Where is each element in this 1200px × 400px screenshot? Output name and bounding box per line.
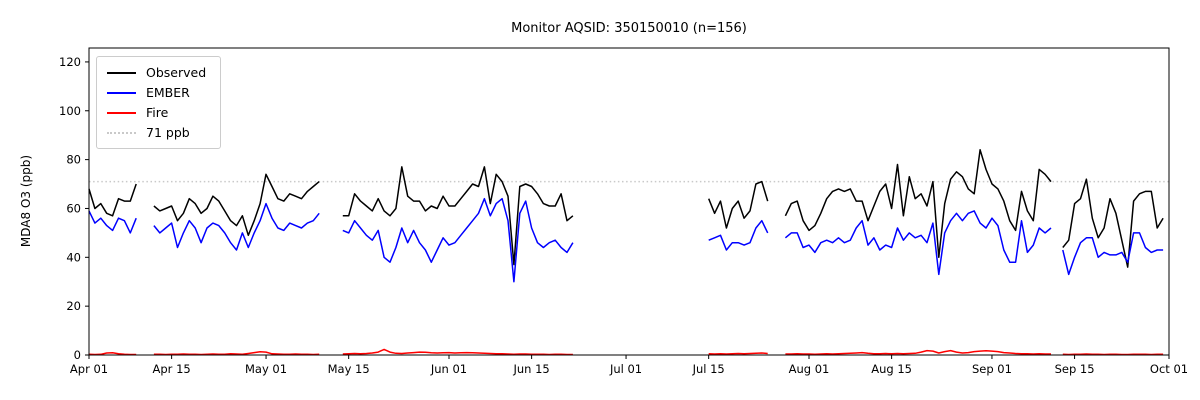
legend-line-sample bbox=[107, 131, 136, 134]
legend-line-sample bbox=[107, 71, 136, 74]
series-line-fire bbox=[88, 352, 137, 356]
x-tick-label: Jul 01 bbox=[609, 362, 642, 376]
series-line-fire bbox=[342, 348, 573, 356]
series-line-ember bbox=[1062, 232, 1164, 276]
legend: Observed EMBER Fire 71 ppb bbox=[96, 56, 222, 149]
chart-title: Monitor AQSID: 350150010 (n=156) bbox=[511, 21, 747, 36]
x-tick-label: May 01 bbox=[245, 362, 287, 376]
series-line-ember bbox=[708, 219, 769, 251]
legend-entry-observed: Observed bbox=[107, 65, 206, 80]
legend-label: Observed bbox=[146, 65, 207, 80]
x-tick-label: Oct 01 bbox=[1150, 362, 1188, 376]
x-tick-label: Jun 01 bbox=[430, 362, 467, 376]
legend-line-sample bbox=[107, 111, 136, 114]
plot-border bbox=[88, 47, 1170, 356]
series-line-observed bbox=[88, 183, 137, 217]
series-line-fire bbox=[153, 351, 320, 356]
series-line-fire bbox=[708, 352, 768, 355]
legend-entry-fire: Fire bbox=[107, 105, 206, 120]
legend-label: 71 ppb bbox=[146, 125, 190, 140]
series-line-observed bbox=[153, 173, 320, 237]
y-tick-label: 80 bbox=[66, 153, 81, 167]
y-tick-label: 0 bbox=[74, 348, 81, 362]
x-tick-label: Apr 01 bbox=[70, 362, 108, 376]
legend-line-sample bbox=[107, 91, 136, 94]
legend-entry-ember: EMBER bbox=[107, 85, 206, 100]
x-tick-label: Jun 15 bbox=[512, 362, 549, 376]
x-tick-label: Sep 01 bbox=[972, 362, 1012, 376]
series-line-ember bbox=[342, 197, 574, 283]
y-tick-label: 100 bbox=[59, 104, 81, 118]
series-line-ember bbox=[88, 210, 137, 234]
x-tick-label: Jul 15 bbox=[692, 362, 725, 376]
legend-label: Fire bbox=[146, 105, 169, 120]
y-tick-label: 60 bbox=[66, 201, 81, 215]
y-tick-label: 40 bbox=[66, 250, 81, 264]
x-tick-label: Aug 15 bbox=[871, 362, 912, 376]
series-line-observed bbox=[342, 166, 574, 266]
series-line-ember bbox=[153, 202, 320, 251]
series-line-observed bbox=[1062, 178, 1164, 268]
series-line-ember bbox=[784, 210, 1052, 276]
y-tick-label: 20 bbox=[66, 299, 81, 313]
legend-label: EMBER bbox=[146, 85, 190, 100]
x-tick-label: May 15 bbox=[328, 362, 370, 376]
series-line-fire bbox=[1062, 353, 1164, 356]
x-tick-label: Aug 01 bbox=[789, 362, 830, 376]
x-tick-label: Sep 15 bbox=[1055, 362, 1095, 376]
series-line-observed bbox=[708, 180, 769, 229]
y-tick-label: 120 bbox=[59, 55, 81, 69]
x-tick-label: Apr 15 bbox=[153, 362, 191, 376]
series-line-observed bbox=[784, 149, 1052, 259]
legend-entry-71-ppb: 71 ppb bbox=[107, 125, 206, 140]
series-line-fire bbox=[785, 349, 1051, 356]
